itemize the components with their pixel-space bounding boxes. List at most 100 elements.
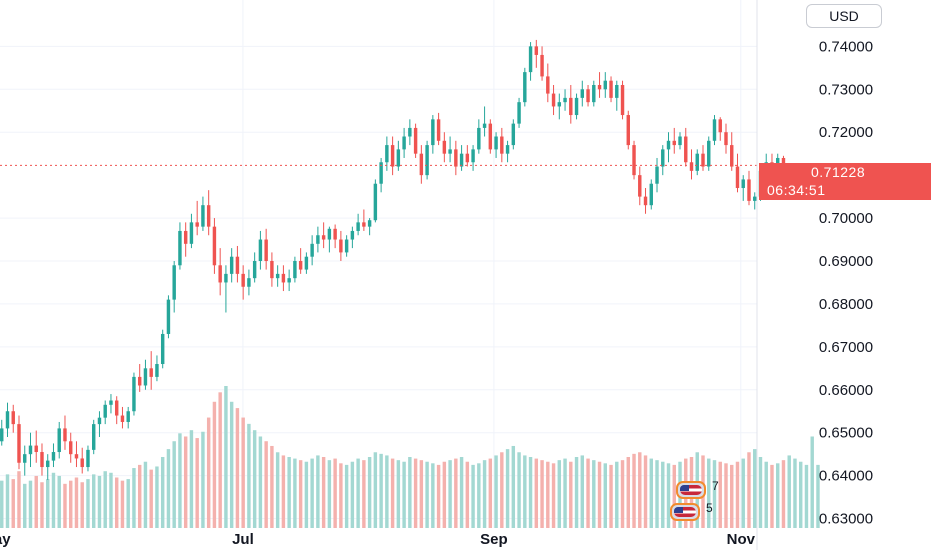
- candle: [241, 265, 245, 300]
- volume-bar: [500, 452, 504, 528]
- price-tick-label: 0.64000: [819, 468, 873, 485]
- volume-bar: [597, 461, 602, 528]
- price-tick-label: 0.63000: [819, 511, 873, 528]
- candle: [327, 226, 332, 253]
- volume-bar: [413, 458, 418, 528]
- candle: [40, 443, 44, 476]
- volume-bar: [137, 464, 142, 528]
- candle: [672, 127, 676, 154]
- volume-bar: [178, 433, 182, 528]
- time-axis[interactable]: May Jul Sep Nov: [0, 531, 756, 548]
- volume-bar: [753, 449, 757, 528]
- candle: [275, 265, 280, 287]
- candle: [195, 200, 199, 236]
- volume-bar: [471, 464, 475, 528]
- candle: [316, 226, 320, 253]
- candle: [396, 140, 401, 171]
- volume-bar: [350, 461, 355, 528]
- volume-bar: [609, 464, 613, 528]
- volume-bar: [517, 452, 521, 528]
- candle: [69, 432, 73, 463]
- candle: [293, 256, 297, 283]
- volume-bar: [333, 458, 337, 528]
- volume-bar: [114, 477, 119, 528]
- volume-bar: [103, 471, 107, 528]
- volume-bar: [80, 482, 84, 528]
- volume-bar: [741, 458, 745, 528]
- volume-bar: [247, 423, 251, 528]
- volume-bar: [23, 483, 27, 528]
- volume-bar: [793, 458, 797, 528]
- volume-bar: [339, 463, 343, 528]
- candle: [436, 112, 441, 146]
- candle: [563, 89, 567, 111]
- volume-bar: [5, 474, 10, 528]
- volume-bar: [252, 430, 257, 528]
- candle: [615, 80, 619, 111]
- volume-bar: [63, 483, 67, 528]
- candle: [17, 415, 21, 470]
- volume-bar: [718, 461, 722, 528]
- candle: [114, 396, 119, 425]
- price-tick-label: 0.69000: [819, 253, 873, 270]
- price-tick-label: 0.65000: [819, 425, 873, 442]
- us-flag-icon[interactable]: [676, 481, 706, 499]
- volume-bar: [511, 445, 516, 528]
- volume-bar: [46, 479, 50, 528]
- volume-bar: [477, 463, 481, 528]
- volume-bar: [632, 453, 636, 528]
- volume-bar: [580, 455, 585, 528]
- candle: [574, 93, 579, 120]
- candle: [155, 355, 159, 382]
- volume-bar: [626, 457, 630, 528]
- candle: [684, 127, 688, 167]
- currency-button[interactable]: USD: [806, 4, 882, 28]
- us-flag-icon[interactable]: [670, 503, 700, 521]
- volume-bar: [402, 461, 406, 528]
- candle: [247, 269, 251, 296]
- candle: [419, 145, 424, 184]
- volume-bar: [166, 449, 171, 528]
- candle: [390, 136, 395, 176]
- volume-bar: [0, 480, 4, 528]
- volume-bar: [120, 480, 125, 528]
- volume-bar: [304, 461, 309, 528]
- price-axis[interactable]: 0.63000 0.64000 0.65000 0.66000 0.67000 0.680…: [819, 38, 873, 527]
- candle: [92, 419, 96, 455]
- candle: [28, 432, 33, 468]
- candle: [408, 119, 412, 146]
- volume-bar: [293, 458, 297, 528]
- candle: [695, 149, 699, 176]
- volume-bar: [528, 457, 533, 528]
- candle: [666, 132, 671, 163]
- volume-bar: [235, 408, 240, 528]
- candle: [218, 248, 222, 296]
- volume-bar: [189, 430, 194, 528]
- candle: [34, 430, 38, 463]
- candle: [620, 80, 625, 120]
- volume-bar: [758, 457, 763, 528]
- candle: [143, 359, 148, 390]
- candle: [505, 140, 510, 163]
- volume-bar: [724, 463, 728, 528]
- volume-bar: [281, 455, 286, 528]
- candle: [632, 140, 636, 180]
- candle: [707, 136, 711, 171]
- candle: [86, 445, 90, 472]
- volume-bar: [551, 463, 556, 528]
- volume-bar: [298, 460, 303, 528]
- price-tick-label: 0.74000: [819, 38, 873, 55]
- candle: [178, 222, 182, 270]
- volume-bar: [143, 461, 148, 528]
- candle: [626, 110, 630, 150]
- volume-bars: [0, 386, 820, 528]
- candle: [402, 127, 406, 158]
- flag-union: [674, 507, 683, 513]
- volume-bar: [482, 460, 487, 528]
- volume-bar: [816, 464, 820, 528]
- volume-bar: [270, 445, 274, 528]
- volume-bar: [327, 460, 332, 528]
- candle: [0, 419, 4, 446]
